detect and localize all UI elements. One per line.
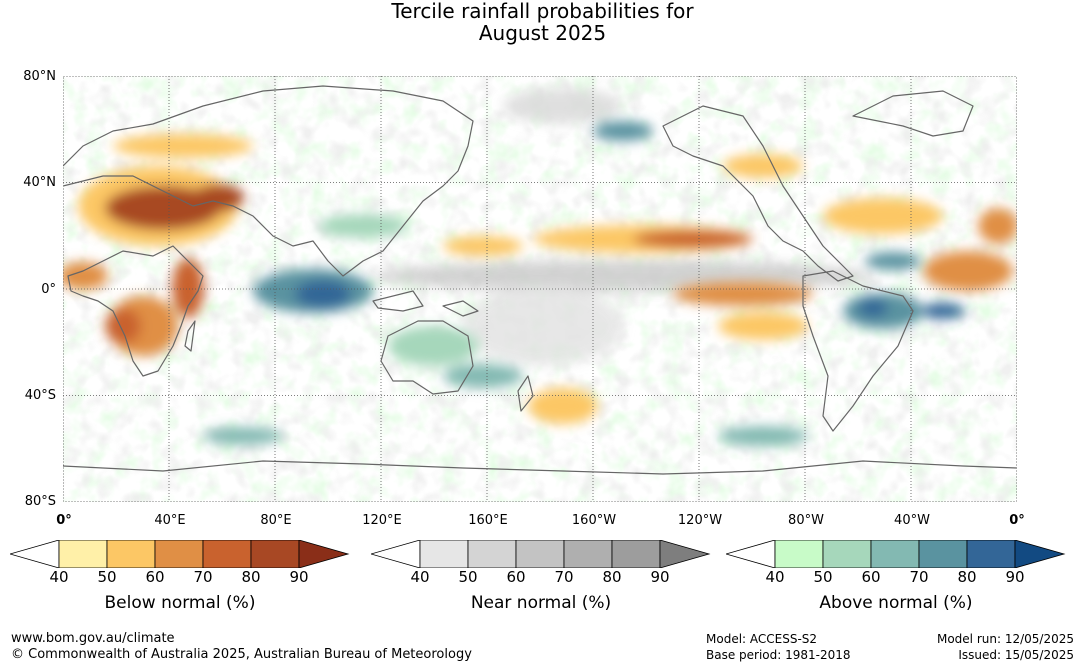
lon-label-80w: 80°W xyxy=(788,513,824,528)
below-tick-70: 70 xyxy=(193,568,213,586)
copyright-notice: © Commonwealth of Australia 2025, Austra… xyxy=(11,647,472,662)
lon-label-80e: 80°E xyxy=(260,513,292,528)
colorbar-above-normal xyxy=(726,540,1066,568)
rainfall-probability-map xyxy=(63,76,1017,502)
coastlines xyxy=(63,85,1017,475)
above-tick-70: 70 xyxy=(909,568,929,586)
above-swatch-1 xyxy=(774,540,824,568)
above-tick-80: 80 xyxy=(957,568,977,586)
near-swatch-0 xyxy=(371,540,421,568)
lon-label-120w: 120°W xyxy=(677,513,723,528)
above-swatch-3 xyxy=(870,540,920,568)
near-swatch-4 xyxy=(563,540,613,568)
above-swatch-2 xyxy=(822,540,872,568)
below-tick-60: 60 xyxy=(145,568,165,586)
above-tick-40: 40 xyxy=(765,568,785,586)
near-tick-70: 70 xyxy=(554,568,574,586)
lon-label-40w: 40°W xyxy=(894,513,930,528)
above-tick-50: 50 xyxy=(813,568,833,586)
below-tick-80: 80 xyxy=(241,568,261,586)
near-swatch-1 xyxy=(419,540,469,568)
lon-label-160e: 160°E xyxy=(468,513,508,528)
below-swatch-4 xyxy=(202,540,252,568)
lat-label-0: 0° xyxy=(41,282,56,297)
model-name: Model: ACCESS-S2 xyxy=(706,632,818,646)
map-title-line2: August 2025 xyxy=(478,21,607,45)
near-tick-40: 40 xyxy=(410,568,430,586)
lon-label-40e: 40°E xyxy=(154,513,186,528)
lat-label-80n: 80°N xyxy=(23,69,56,84)
above-normal-title: Above normal (%) xyxy=(819,593,973,613)
near-normal-title: Near normal (%) xyxy=(470,593,612,613)
above-tick-60: 60 xyxy=(861,568,881,586)
lon-label-0: 0° xyxy=(56,513,72,528)
below-swatch-0 xyxy=(10,540,60,568)
website-link[interactable]: www.bom.gov.au/climate xyxy=(11,631,175,646)
above-normal-zones xyxy=(203,121,965,446)
lon-label-0-right: 0° xyxy=(1009,513,1025,528)
lat-label-40s: 40°S xyxy=(24,388,56,403)
above-swatch-4 xyxy=(918,540,968,568)
near-swatch-6 xyxy=(659,540,711,568)
below-normal-title: Below normal (%) xyxy=(104,593,256,613)
near-tick-90: 90 xyxy=(650,568,670,586)
colorbar-near-normal xyxy=(371,540,711,568)
colorbar-below-normal xyxy=(10,540,350,568)
lat-label-80s: 80°S xyxy=(24,494,56,509)
lon-label-160w: 160°W xyxy=(571,513,617,528)
near-swatch-3 xyxy=(515,540,565,568)
above-swatch-0 xyxy=(726,540,776,568)
map-title-line1: Tercile rainfall probabilities for xyxy=(391,0,694,23)
near-swatch-5 xyxy=(611,540,661,568)
near-tick-60: 60 xyxy=(506,568,526,586)
issued-date: Issued: 15/05/2025 xyxy=(958,648,1074,662)
graticule xyxy=(63,76,1017,502)
below-swatch-3 xyxy=(154,540,204,568)
above-tick-90: 90 xyxy=(1005,568,1025,586)
model-run-date: Model run: 12/05/2025 xyxy=(936,632,1074,646)
below-swatch-2 xyxy=(106,540,156,568)
near-swatch-2 xyxy=(467,540,517,568)
base-period: Base period: 1981-2018 xyxy=(706,648,851,662)
near-tick-50: 50 xyxy=(458,568,478,586)
lat-label-40n: 40°N xyxy=(23,175,56,190)
near-tick-80: 80 xyxy=(602,568,622,586)
above-swatch-6 xyxy=(1014,540,1066,568)
above-swatch-5 xyxy=(966,540,1016,568)
lon-label-120e: 120°E xyxy=(362,513,402,528)
below-tick-40: 40 xyxy=(49,568,69,586)
below-swatch-1 xyxy=(58,540,108,568)
below-tick-50: 50 xyxy=(97,568,117,586)
below-swatch-5 xyxy=(250,540,300,568)
below-normal-zones xyxy=(63,134,1017,424)
below-swatch-6 xyxy=(298,540,350,568)
below-tick-90: 90 xyxy=(289,568,309,586)
